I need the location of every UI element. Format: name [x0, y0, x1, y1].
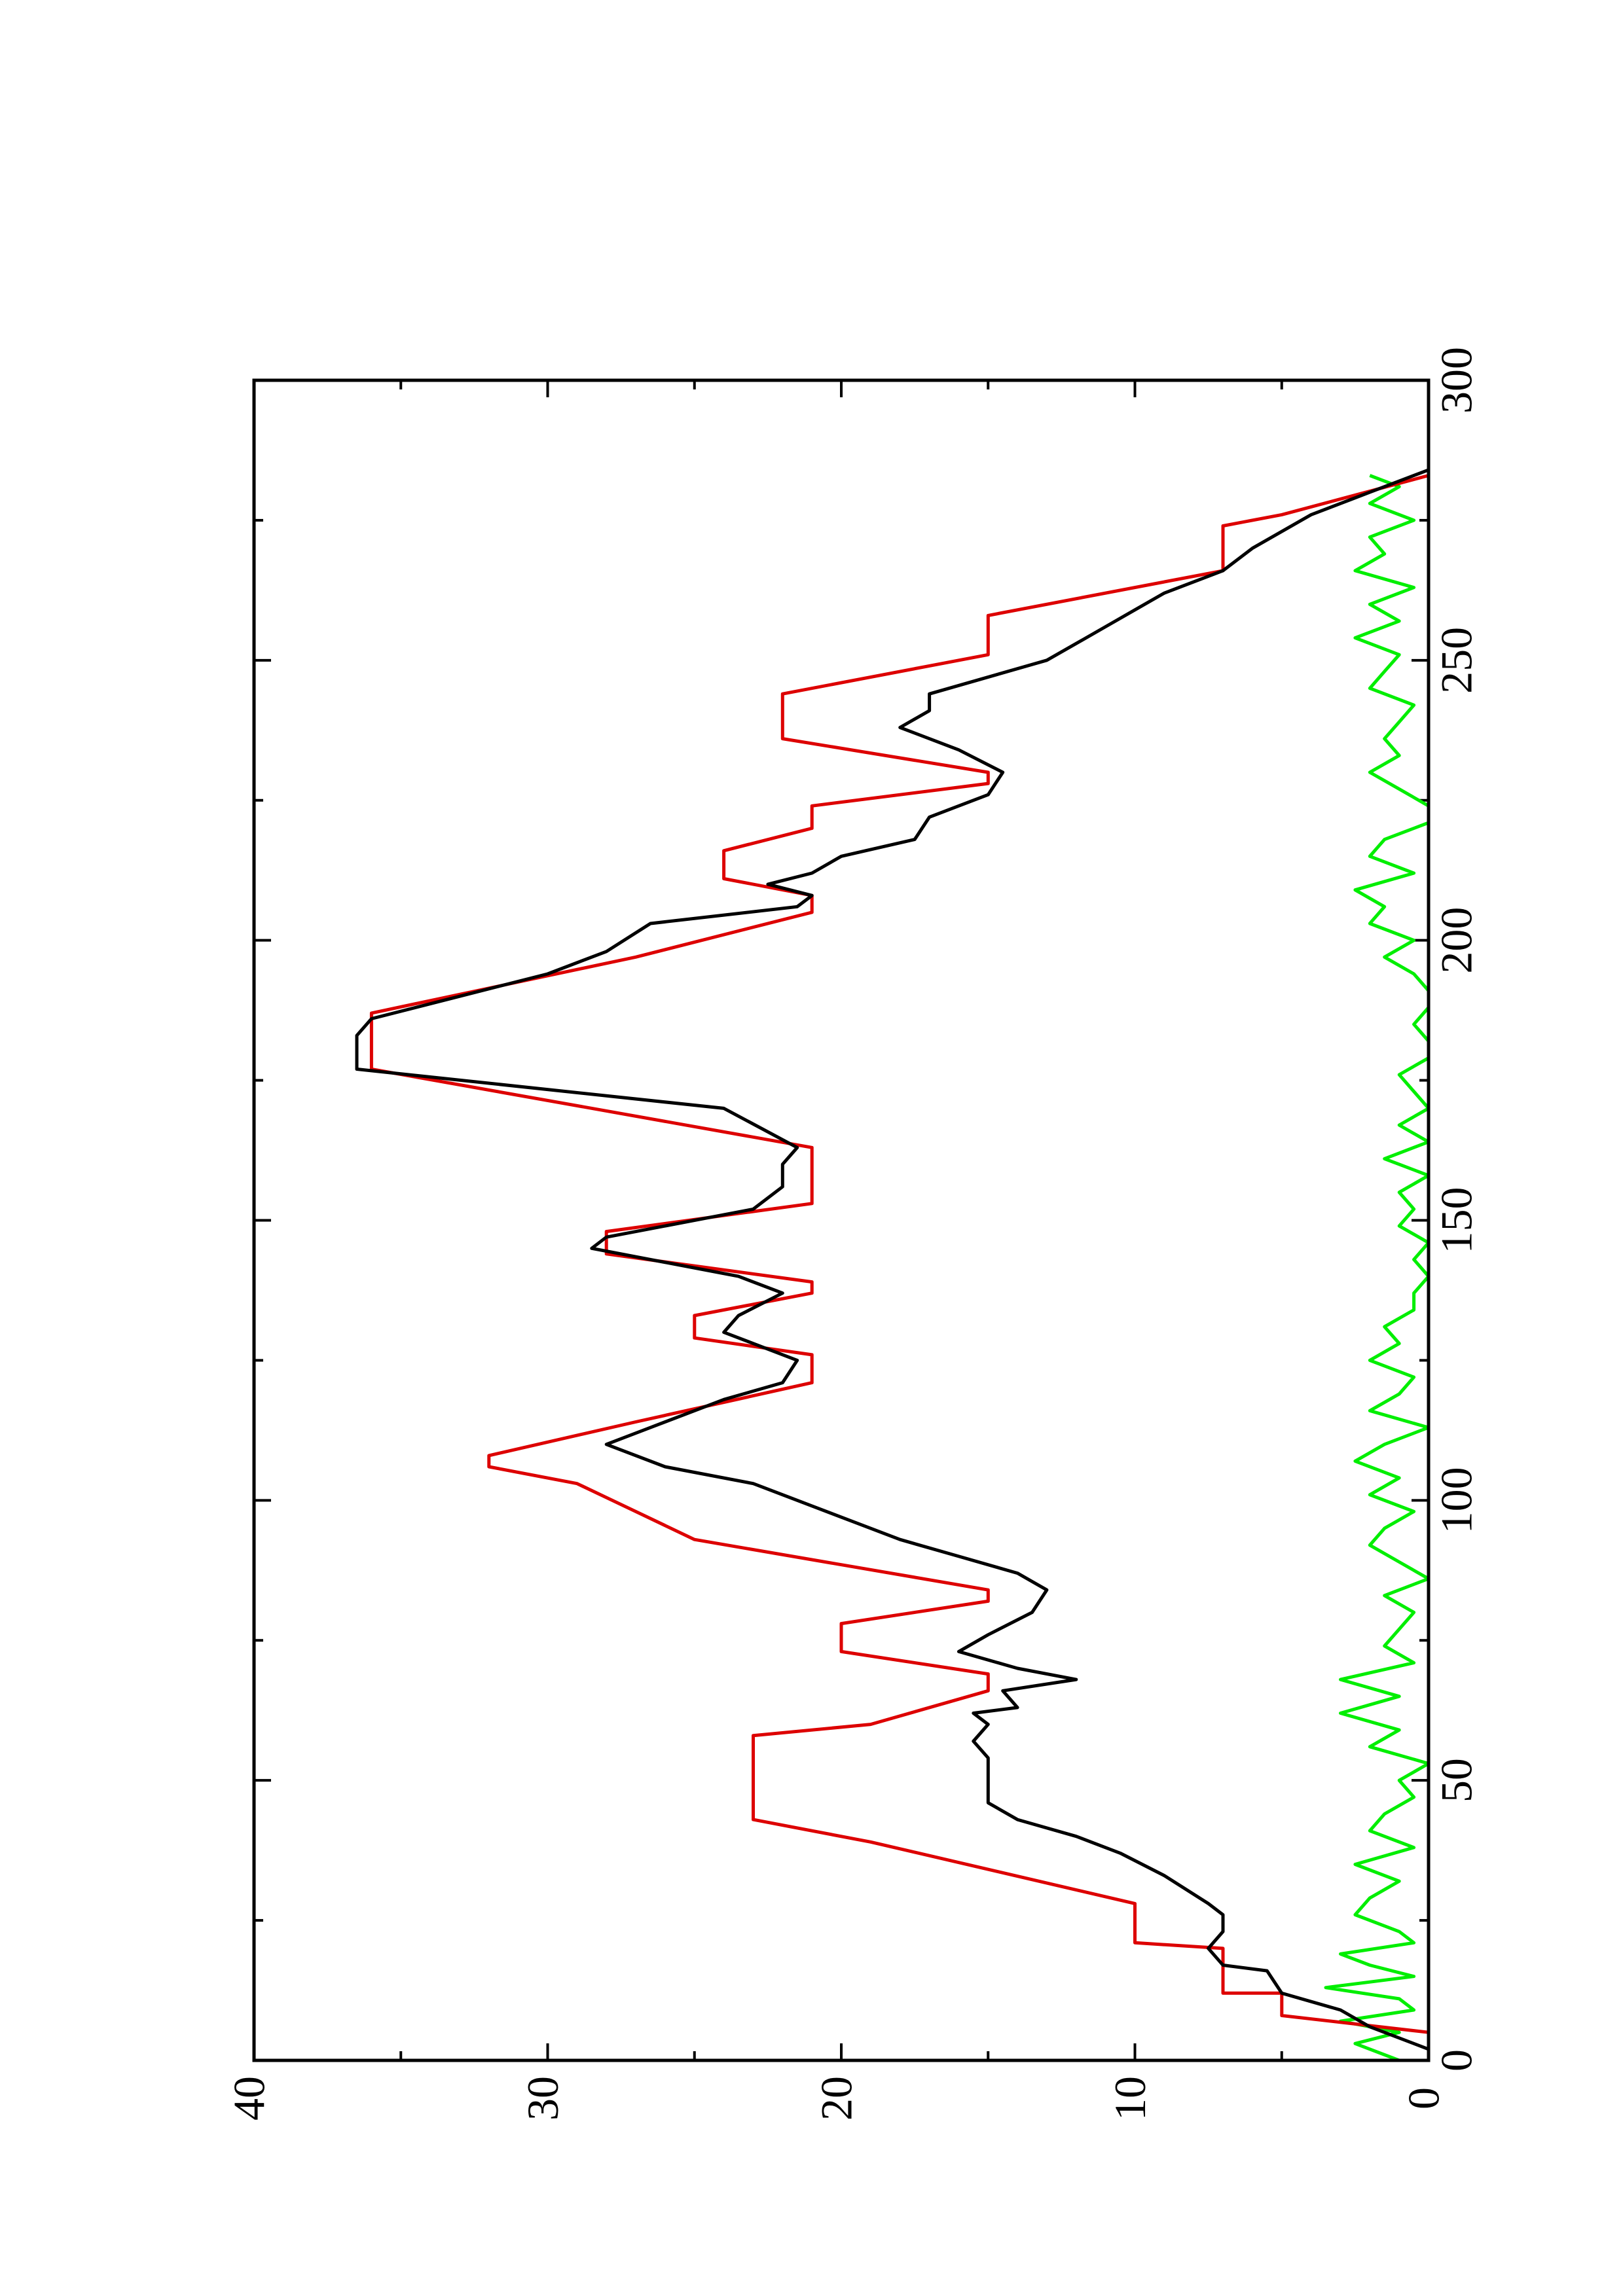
data-line	[355, 468, 1429, 2051]
x-tick-label: 150	[1432, 1187, 1482, 1254]
y-tick-label: 30	[518, 2076, 568, 2121]
x-tick-label: 100	[1432, 1467, 1482, 1534]
plot-frame	[252, 378, 1431, 2062]
y-tick-label: 40	[225, 2076, 274, 2121]
data-line	[1324, 474, 1431, 2062]
x-tick-label: 50	[1432, 1758, 1482, 1803]
x-tick-label: 0	[1432, 2049, 1482, 2072]
x-tick-label: 200	[1432, 907, 1482, 974]
x-tick-label: 250	[1432, 627, 1482, 694]
y-tick-label: 10	[1105, 2076, 1155, 2121]
data-line	[369, 474, 1429, 2034]
y-tick-label: 0	[1399, 2087, 1449, 2109]
y-tick-label: 20	[812, 2076, 862, 2121]
x-tick-label: 300	[1432, 347, 1482, 414]
